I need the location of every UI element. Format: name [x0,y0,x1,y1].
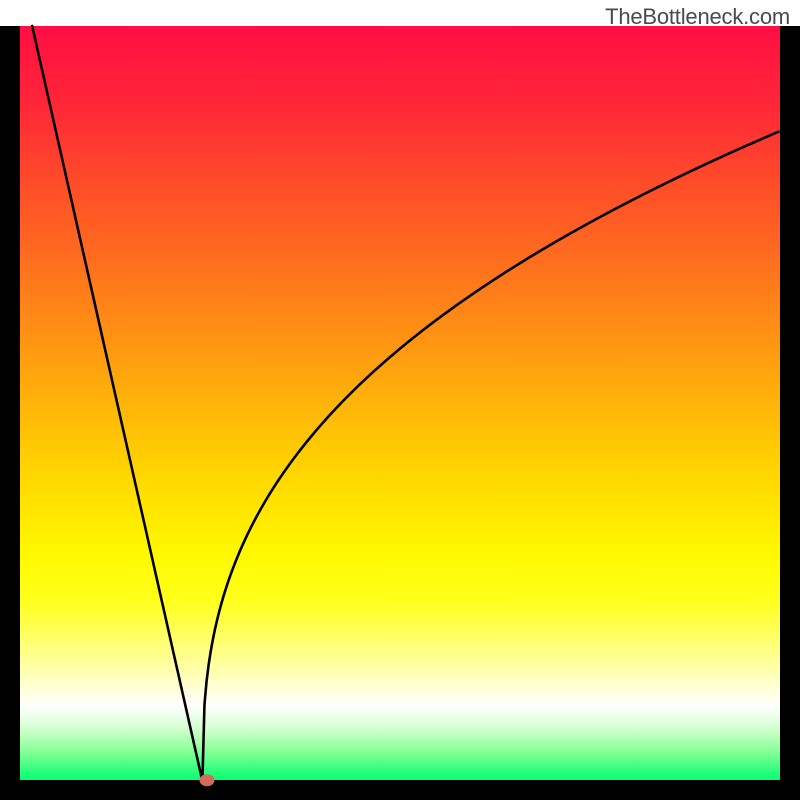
bottleneck-curve [32,26,778,781]
watermark-text: TheBottleneck.com [605,4,790,30]
marker-layer [199,774,214,786]
chart-container: TheBottleneck.com [0,0,800,800]
chart-svg [0,0,800,800]
min-marker [199,774,214,786]
curve-layer [32,26,778,781]
